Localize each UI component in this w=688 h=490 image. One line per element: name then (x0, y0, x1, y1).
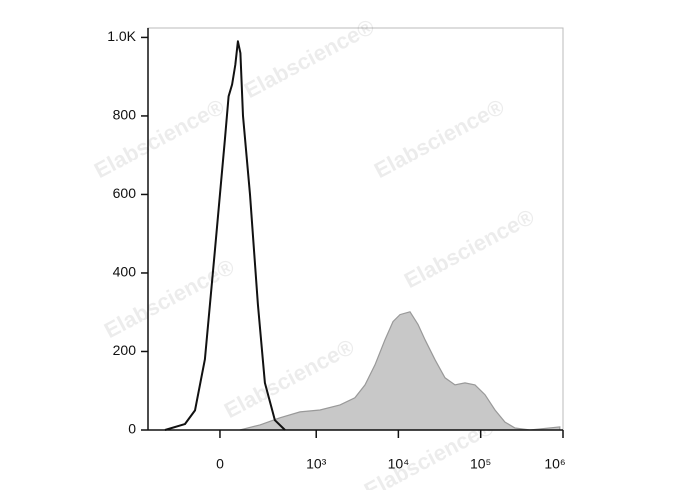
x-tick-label: 10⁴ (388, 456, 410, 472)
y-tick-label: 0 (128, 421, 136, 437)
watermark: Elabscience® (370, 94, 508, 183)
y-tick-label: 800 (113, 107, 137, 123)
watermark: Elabscience® (90, 94, 228, 183)
watermark: Elabscience® (400, 204, 538, 293)
x-tick-label: 10⁶ (544, 456, 565, 472)
y-tick-label: 1.0K (107, 28, 136, 44)
watermark: Elabscience® (240, 14, 378, 103)
x-tick-label: 10³ (306, 456, 327, 472)
y-tick-label: 200 (113, 342, 137, 358)
x-tick-label: 0 (216, 456, 224, 472)
line (164, 40, 286, 431)
y-tick-label: 600 (113, 185, 137, 201)
area (239, 311, 561, 431)
y-tick-label: 400 (113, 264, 137, 280)
x-tick-label: 10⁵ (470, 456, 491, 472)
